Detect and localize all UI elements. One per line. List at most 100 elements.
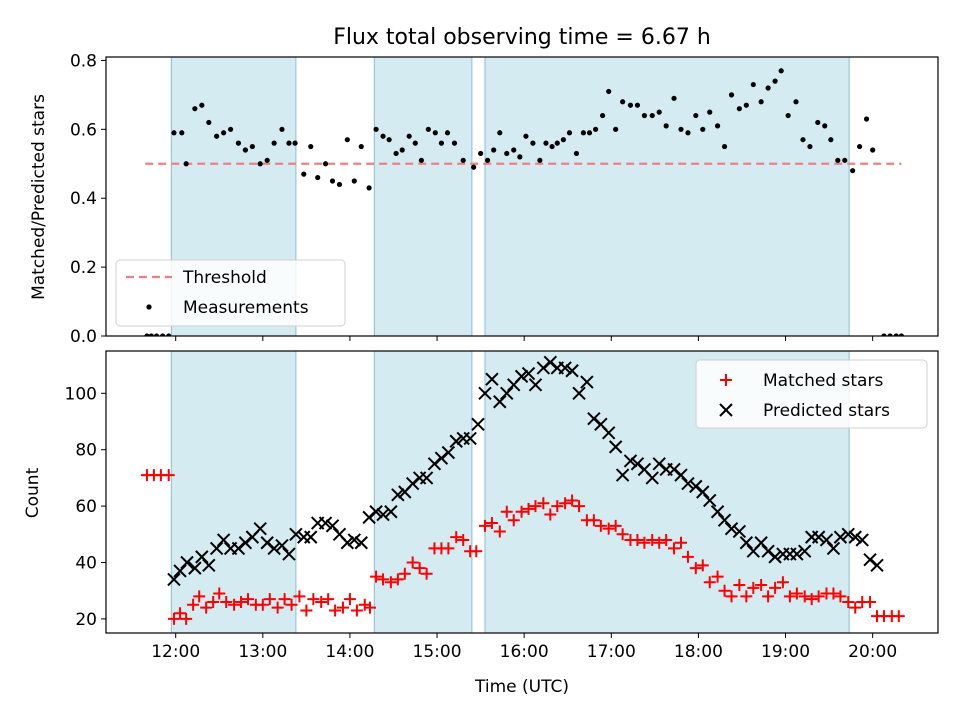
matched-star-point <box>725 590 738 603</box>
series-matched-stars <box>140 469 905 625</box>
matched-star-point <box>507 514 520 527</box>
matched-star-point <box>551 500 564 513</box>
legend-measurements-label: Measurements <box>183 298 309 318</box>
measurement-point <box>206 119 212 126</box>
measurement-point <box>856 143 863 150</box>
measurement-point <box>386 137 392 143</box>
measurement-point <box>491 147 497 153</box>
measurement-point <box>523 133 529 139</box>
matched-star-point <box>711 570 724 583</box>
measurement-point <box>399 147 405 153</box>
matched-star-point <box>442 542 455 555</box>
predicted-star-point <box>282 547 296 561</box>
y-tick-label: 80 <box>75 441 97 461</box>
y-tick-label: 40 <box>75 554 97 574</box>
matched-star-point <box>278 593 291 606</box>
matched-star-point <box>805 593 818 606</box>
measurement-point <box>471 164 477 170</box>
predicted-star-point <box>216 533 231 547</box>
predicted-star-point <box>601 426 616 440</box>
predicted-star-point <box>449 434 463 448</box>
predicted-star-point <box>384 505 398 519</box>
measurement-point <box>406 133 412 139</box>
measurement-point <box>671 95 677 101</box>
matched-star-point <box>242 593 255 606</box>
measurement-point <box>380 133 386 139</box>
predicted-star-point <box>565 364 579 378</box>
measurement-point <box>549 143 555 150</box>
predicted-star-point <box>674 468 688 482</box>
chart-title: Flux total observing time = 6.67 h <box>333 25 711 50</box>
x-tick-label: 14:00 <box>325 642 374 662</box>
matched-star-point <box>193 590 206 603</box>
measurement-point <box>593 126 599 132</box>
predicted-star-point <box>209 541 224 556</box>
matched-star-point <box>718 584 731 597</box>
matched-star-point <box>391 573 404 586</box>
measurement-point <box>721 143 728 150</box>
measurement-point <box>793 99 799 105</box>
x-tick-label: 15:00 <box>413 642 462 662</box>
matched-star-point <box>398 567 411 580</box>
legend-predicted-label: Predicted stars <box>763 401 890 421</box>
measurement-point <box>214 133 220 139</box>
predicted-star-point <box>819 533 834 547</box>
predicted-star-point <box>558 361 572 375</box>
measurement-point <box>160 333 166 336</box>
y-tick-label: 60 <box>75 497 97 517</box>
matched-star-point <box>769 581 782 594</box>
measurement-point <box>835 157 841 163</box>
measurement-point <box>192 106 198 112</box>
measurement-point <box>221 130 227 136</box>
x-tick-label: 18:00 <box>674 642 723 662</box>
measurement-point <box>778 68 784 74</box>
predicted-star-point <box>848 530 862 544</box>
measurement-point <box>685 130 691 136</box>
y-axis-label-ratio: Matched/Predicted stars <box>29 94 49 300</box>
matched-star-point <box>790 587 803 600</box>
measurement-point <box>870 147 876 153</box>
measurement-point <box>460 157 466 163</box>
matched-star-point <box>544 508 557 521</box>
measurement-point <box>736 106 742 112</box>
matched-star-point <box>703 576 716 589</box>
x-tick-label: 20:00 <box>848 642 897 662</box>
measurement-point <box>850 168 856 174</box>
observing-window-2 <box>484 57 850 336</box>
predicted-star-point <box>768 550 782 564</box>
matched-star-point <box>892 610 905 623</box>
predicted-star-point <box>478 386 492 401</box>
matched-star-point <box>681 550 694 563</box>
predicted-star-point <box>441 445 456 460</box>
predicted-star-point <box>195 550 209 564</box>
matched-star-point <box>174 607 187 620</box>
predicted-star-point <box>500 386 514 401</box>
predicted-star-point <box>471 417 485 432</box>
matched-star-point <box>485 517 498 530</box>
predicted-star-point <box>833 530 848 544</box>
matched-star-point <box>343 593 356 606</box>
measurement-point <box>828 137 834 143</box>
matched-star-point <box>638 536 651 549</box>
axes-frame <box>105 350 939 634</box>
predicted-star-point <box>841 527 855 542</box>
measurement-point <box>863 116 870 122</box>
observing-window-0 <box>170 351 297 633</box>
measurement-point <box>663 123 669 129</box>
measurement-point <box>537 157 543 163</box>
measurement-point <box>707 109 713 115</box>
measurement-point <box>451 140 458 146</box>
measurement-point <box>444 130 451 136</box>
matched-star-point <box>162 469 175 482</box>
measurement-point <box>257 161 263 167</box>
matched-star-point <box>529 500 542 513</box>
predicted-star-point <box>811 530 826 544</box>
measurement-point <box>153 333 160 336</box>
measurement-point <box>418 157 424 163</box>
matched-star-point <box>566 494 579 507</box>
matched-star-point <box>187 598 200 611</box>
matched-star-point <box>559 497 572 510</box>
matched-star-point <box>849 601 862 614</box>
y-tick-label: 20 <box>75 610 97 630</box>
matched-star-point <box>500 505 513 518</box>
